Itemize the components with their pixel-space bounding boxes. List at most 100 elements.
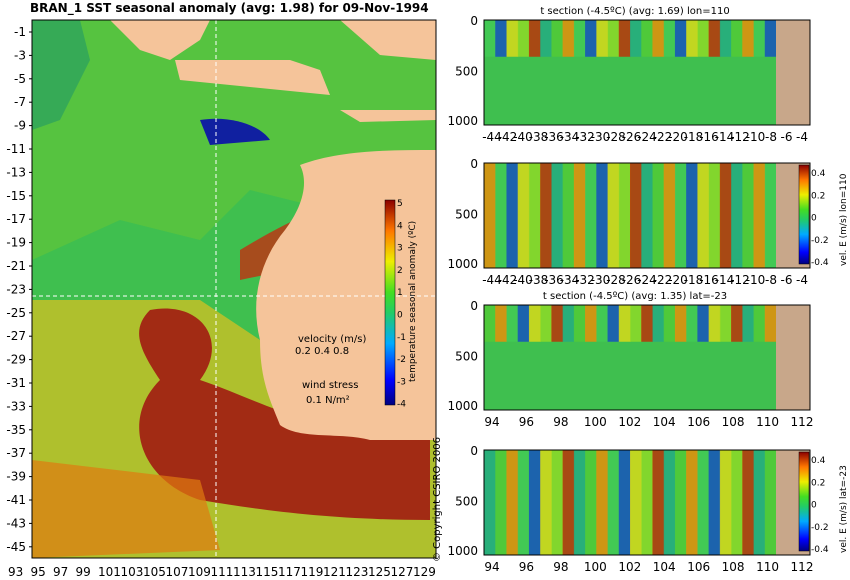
section-heatmap-cell: [764, 163, 777, 268]
section-x-tick-label: 102: [618, 415, 641, 429]
section-x-tick-label: -6: [781, 130, 793, 144]
section-x-tick-label: 112: [791, 415, 814, 429]
map-orange-sw: [32, 460, 220, 558]
section-x-tick-label: -28: [606, 130, 626, 144]
map-legend: velocity (m/s) 0.2 0.4 0.8 wind stress 0…: [295, 334, 366, 406]
map-lat-tick-label: -23: [6, 282, 26, 296]
map-lon-tick-label: 95: [31, 565, 46, 579]
section-heatmap-cell: [517, 305, 530, 342]
section-heatmap-cell: [652, 450, 665, 555]
section-heatmap-cell: [551, 163, 564, 268]
section-heatmap-cell: [562, 163, 575, 268]
section-heatmap-cell: [742, 163, 755, 268]
section-heatmap-cell: [596, 305, 609, 342]
section-colorbar-tick-label: -0.4: [811, 545, 829, 555]
section-x-tick-label: -8: [765, 130, 777, 144]
map-lon-tick-label: 107: [166, 565, 189, 579]
section-heatmap-cell: [753, 20, 766, 57]
section-y-tick-label: 0: [470, 444, 478, 458]
section-heatmap-cell: [719, 450, 732, 555]
map-lat-tick-label: -3: [14, 48, 26, 62]
section-heatmap-cell: [731, 305, 743, 342]
section-x-tick-label: 112: [791, 560, 814, 574]
legend-velocity-title: velocity (m/s): [298, 334, 366, 345]
section-heatmap-cell: [528, 20, 541, 57]
section-colorbar-tick-label: -0.2: [811, 236, 829, 246]
section-heatmap-cell: [674, 163, 687, 268]
section-x-tick-label: -44: [482, 130, 502, 144]
map-lat-tick-label: -17: [6, 212, 26, 226]
section-x-tick-label: -22: [653, 130, 673, 144]
section-colorbar-tick-label: 0.4: [811, 456, 826, 466]
section-heatmap-cell: [585, 305, 597, 342]
section-x-tick-label: -32: [575, 273, 595, 287]
section-x-tick-label: -42: [498, 273, 518, 287]
section-land-mask: [776, 305, 810, 410]
section-panel-4: 0 500 1000 94 96 98 100 102 104 106 108 110 112 0.4 0.…: [447, 444, 849, 574]
section-heatmap-cell: [686, 450, 698, 555]
section-heatmap-cell: [495, 20, 507, 57]
land-lesser-sunda: [340, 110, 436, 122]
section-x-tick-label: 94: [484, 415, 499, 429]
map-lat-tick-label: -41: [6, 493, 26, 507]
map-lat-axis: -1 -3 -5 -7 -9 -11 -13 -15 -17 -19 -21 -23 -25 -27 -29…: [6, 25, 32, 554]
section-heatmap-cell: [708, 450, 721, 555]
section-colorbar-tick-label: 0: [811, 214, 817, 224]
map-lon-tick-label: 129: [413, 565, 436, 579]
section-x-tick-label: 100: [584, 415, 607, 429]
section-y-tick-label: 0: [470, 157, 478, 171]
section-heatmap-cell: [528, 163, 541, 268]
section-y-tick-label: 1000: [447, 544, 478, 558]
section-y-tick-label: 500: [455, 207, 478, 221]
map-colorbar-tick-label: 1: [397, 288, 403, 298]
section-heatmap-cell: [585, 450, 597, 555]
section-heatmap-cell: [540, 163, 552, 268]
section-x-tick-label: 110: [756, 560, 779, 574]
section-panel-frame: [483, 449, 811, 556]
section-heatmap-cell: [484, 20, 496, 57]
section-heatmap-cell: [607, 163, 620, 268]
section-heatmap-cell: [630, 305, 642, 342]
section-heatmap-cell: [652, 305, 665, 342]
legend-velocity-values: 0.2 0.4 0.8: [295, 346, 349, 357]
section-heatmap-cell: [753, 450, 766, 555]
section-heatmap-cell: [641, 20, 653, 57]
map-colorbar-tick-label: 4: [397, 221, 403, 231]
section-heatmap-cell: [484, 450, 496, 555]
sst-map: [31, 19, 437, 559]
section-x-tick-label: -10: [746, 273, 766, 287]
section-heatmap-cell: [573, 163, 586, 268]
section-panel-frame: [483, 304, 811, 411]
section-x-tick-label: -14: [715, 130, 735, 144]
map-colorbar-tick-label: -3: [397, 377, 406, 387]
section-x-tick-label: 102: [618, 560, 641, 574]
legend-wind-title: wind stress: [302, 380, 358, 391]
section-heatmap-cell: [607, 450, 620, 555]
section-heatmap-cell: [630, 450, 642, 555]
section-heatmap-cell: [596, 20, 609, 57]
section-x-tick-label: -40: [513, 130, 533, 144]
section-heatmap-cell: [663, 305, 676, 342]
section-land-mask: [776, 20, 810, 125]
map-lon-tick-label: 103: [121, 565, 144, 579]
section-x-tick-label: 100: [584, 560, 607, 574]
map-lat-tick-label: -39: [6, 470, 26, 484]
map-lat-tick-label: -13: [6, 165, 26, 179]
section-heatmap-cell: [585, 163, 597, 268]
section-x-tick-label: -30: [591, 273, 611, 287]
section-x-tick-label: -32: [575, 130, 595, 144]
map-lon-tick-label: 119: [301, 565, 324, 579]
map-lon-tick-label: 101: [98, 565, 121, 579]
section-heatmap-cell: [697, 20, 710, 57]
section-heatmap-cell: [607, 305, 620, 342]
section-heatmap-cell: [742, 450, 755, 555]
section-panel-2: 05001000-44-42-40-38-36-34-32-30-28-26-2…: [447, 157, 849, 287]
map-colorbar-tick-label: 2: [397, 266, 403, 276]
section-heatmap-cell: [506, 450, 519, 555]
section-panel-1: t section (-4.5ºC) (avg: 1.69) lon=110 0 5…: [447, 6, 811, 144]
section-heatmap-cell: [607, 20, 620, 57]
map-lat-tick-label: -27: [6, 329, 26, 343]
section-heatmap-cell: [517, 20, 530, 57]
map-colorbar-gradient: [384, 199, 396, 406]
section-x-tick-label: -10: [746, 130, 766, 144]
